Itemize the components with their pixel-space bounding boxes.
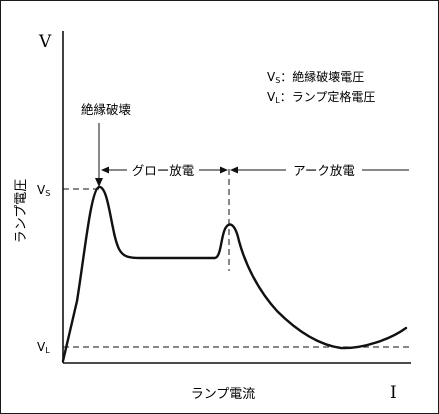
x-axis-symbol: I bbox=[390, 383, 397, 403]
x-axis-label: ランプ電流 bbox=[191, 387, 256, 402]
breakdown-arrow-head bbox=[95, 178, 103, 187]
y-axis-label: ランプ電圧 bbox=[14, 179, 29, 244]
legend-vl: VL：ランプ定格電圧 bbox=[267, 89, 375, 105]
tick-vs: VS bbox=[37, 183, 50, 198]
arc-range-arrow-left bbox=[230, 166, 238, 174]
arc-discharge-label: アーク放電 bbox=[293, 163, 355, 178]
arc-label-bg bbox=[286, 157, 362, 177]
legend-vs: VS：絶縁破壊電圧 bbox=[267, 69, 364, 85]
glow-discharge-label: グロー放電 bbox=[132, 163, 195, 178]
glow-range-arrow-right bbox=[220, 166, 228, 174]
tick-vl: VL bbox=[37, 340, 50, 355]
glow-label-bg bbox=[127, 157, 199, 177]
y-axis-symbol: V bbox=[38, 32, 52, 52]
glow-range-arrow-left bbox=[101, 166, 109, 174]
breakdown-label: 絶縁破壊 bbox=[81, 102, 132, 117]
discharge-curve bbox=[61, 185, 408, 363]
